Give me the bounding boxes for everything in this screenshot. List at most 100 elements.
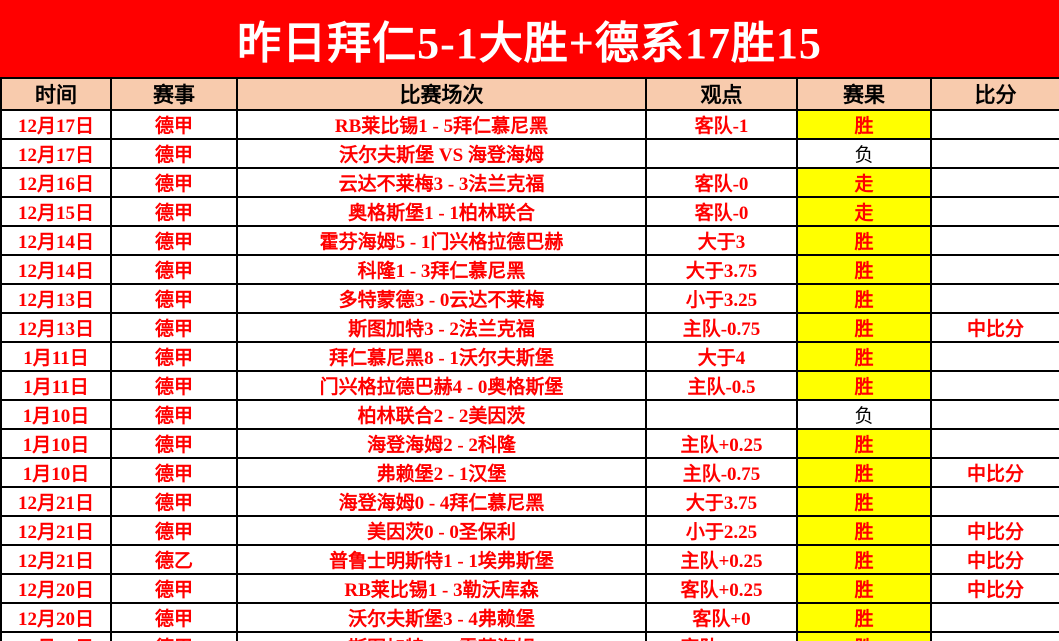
score-cell: 中比分 bbox=[930, 312, 1059, 343]
date-cell: 12月16日 bbox=[0, 167, 112, 198]
table-row: 12月14日 德甲 霍芬海姆5 - 1门兴格拉德巴赫 大于3 胜 bbox=[0, 225, 1059, 256]
table-row: 12月17日 德甲 RB莱比锡1 - 5拜仁慕尼黑 客队-1 胜 bbox=[0, 109, 1059, 140]
date-cell: 12月17日 bbox=[0, 138, 112, 169]
date-cell: 12月13日 bbox=[0, 283, 112, 314]
table-row: 1月10日 德甲 海登海姆2 - 2科隆 主队+0.25 胜 bbox=[0, 428, 1059, 459]
match-cell: 多特蒙德3 - 0云达不莱梅 bbox=[236, 283, 647, 314]
date-cell: 12月21日 bbox=[0, 515, 112, 546]
league-cell: 德甲 bbox=[110, 457, 238, 488]
date-cell: 12月15日 bbox=[0, 196, 112, 227]
table-row: 12月20日 德甲 沃尔夫斯堡3 - 4弗赖堡 客队+0 胜 bbox=[0, 602, 1059, 633]
league-cell: 德甲 bbox=[110, 486, 238, 517]
match-cell: RB莱比锡1 - 3勒沃库森 bbox=[236, 573, 647, 604]
score-cell bbox=[930, 109, 1059, 140]
view-cell: 大于3.75 bbox=[645, 254, 798, 285]
table-row: 12月21日 德甲 海登海姆0 - 4拜仁慕尼黑 大于3.75 胜 bbox=[0, 486, 1059, 517]
table-row: 12月16日 德甲 云达不莱梅3 - 3法兰克福 客队-0 走 bbox=[0, 167, 1059, 198]
result-cell: 走 bbox=[796, 167, 932, 198]
view-cell: 主队+0.25 bbox=[645, 428, 798, 459]
result-cell: 胜 bbox=[796, 283, 932, 314]
match-cell: 云达不莱梅3 - 3法兰克福 bbox=[236, 167, 647, 198]
view-cell: 主队-0.5 bbox=[645, 370, 798, 401]
view-cell: 主队+0.25 bbox=[645, 544, 798, 575]
view-cell: 客队-1 bbox=[645, 109, 798, 140]
match-cell: 奥格斯堡1 - 1柏林联合 bbox=[236, 196, 647, 227]
score-cell bbox=[930, 225, 1059, 256]
view-cell: 客队-0 bbox=[645, 167, 798, 198]
table-row: 12月21日 德乙 普鲁士明斯特1 - 1埃弗斯堡 主队+0.25 胜中比分 bbox=[0, 544, 1059, 575]
view-cell: 客队-0 bbox=[645, 196, 798, 227]
league-cell: 德乙 bbox=[110, 544, 238, 575]
date-cell: 12月17日 bbox=[0, 109, 112, 140]
date-cell: 1月10日 bbox=[0, 428, 112, 459]
league-cell: 德甲 bbox=[110, 399, 238, 430]
match-cell: 海登海姆2 - 2科隆 bbox=[236, 428, 647, 459]
match-cell: 拜仁慕尼黑8 - 1沃尔夫斯堡 bbox=[236, 341, 647, 372]
league-cell: 德甲 bbox=[110, 225, 238, 256]
result-cell: 胜 bbox=[796, 573, 932, 604]
league-cell: 德甲 bbox=[110, 254, 238, 285]
date-cell: 12月20日 bbox=[0, 631, 112, 641]
column-header-league: 赛事 bbox=[110, 77, 238, 111]
match-cell: 沃尔夫斯堡 VS 海登海姆 bbox=[236, 138, 647, 169]
result-cell: 胜 bbox=[796, 486, 932, 517]
view-cell bbox=[645, 138, 798, 169]
league-cell: 德甲 bbox=[110, 428, 238, 459]
match-cell: 沃尔夫斯堡3 - 4弗赖堡 bbox=[236, 602, 647, 633]
result-cell: 胜 bbox=[796, 428, 932, 459]
date-cell: 12月13日 bbox=[0, 312, 112, 343]
result-cell: 胜 bbox=[796, 370, 932, 401]
column-header-result: 赛果 bbox=[796, 77, 932, 111]
score-cell bbox=[930, 399, 1059, 430]
match-cell: 海登海姆0 - 4拜仁慕尼黑 bbox=[236, 486, 647, 517]
score-cell bbox=[930, 486, 1059, 517]
result-cell: 胜 bbox=[796, 602, 932, 633]
league-cell: 德甲 bbox=[110, 196, 238, 227]
score-cell bbox=[930, 254, 1059, 285]
table-row: 12月13日 德甲 多特蒙德3 - 0云达不莱梅 小于3.25 胜 bbox=[0, 283, 1059, 314]
match-cell: 弗赖堡2 - 1汉堡 bbox=[236, 457, 647, 488]
view-cell: 客队+0.25 bbox=[645, 573, 798, 604]
view-cell: 小于2.25 bbox=[645, 515, 798, 546]
match-cell: 美因茨0 - 0圣保利 bbox=[236, 515, 647, 546]
date-cell: 12月20日 bbox=[0, 602, 112, 633]
column-header-match: 比赛场次 bbox=[236, 77, 647, 111]
result-cell: 胜 bbox=[796, 631, 932, 641]
column-header-time: 时间 bbox=[0, 77, 112, 111]
table-row: 12月13日 德甲 斯图加特3 - 2法兰克福 主队-0.75 胜中比分 bbox=[0, 312, 1059, 343]
result-cell: 胜 bbox=[796, 109, 932, 140]
date-cell: 12月21日 bbox=[0, 544, 112, 575]
result-cell: 走 bbox=[796, 196, 932, 227]
score-cell bbox=[930, 602, 1059, 633]
date-cell: 12月20日 bbox=[0, 573, 112, 604]
date-cell: 12月14日 bbox=[0, 254, 112, 285]
league-cell: 德甲 bbox=[110, 631, 238, 641]
table-row: 12月20日德甲斯图加特0 - 0霍芬海姆客队+0.25胜 bbox=[0, 631, 1059, 641]
match-cell: RB莱比锡1 - 5拜仁慕尼黑 bbox=[236, 109, 647, 140]
result-cell: 胜 bbox=[796, 254, 932, 285]
table-row: 12月20日 德甲 RB莱比锡1 - 3勒沃库森 客队+0.25 胜中比分 bbox=[0, 573, 1059, 604]
column-header-score: 比分 bbox=[930, 77, 1059, 111]
result-cell: 胜 bbox=[796, 457, 932, 488]
date-cell: 1月11日 bbox=[0, 370, 112, 401]
score-cell: 中比分 bbox=[930, 457, 1059, 488]
table-row: 1月11日 德甲 门兴格拉德巴赫4 - 0奥格斯堡 主队-0.5 胜 bbox=[0, 370, 1059, 401]
date-cell: 1月10日 bbox=[0, 457, 112, 488]
result-cell: 胜 bbox=[796, 515, 932, 546]
league-cell: 德甲 bbox=[110, 138, 238, 169]
score-cell bbox=[930, 167, 1059, 198]
result-cell: 负 bbox=[796, 138, 932, 169]
league-cell: 德甲 bbox=[110, 283, 238, 314]
table-row: 12月14日 德甲 科隆1 - 3拜仁慕尼黑 大于3.75 胜 bbox=[0, 254, 1059, 285]
league-cell: 德甲 bbox=[110, 573, 238, 604]
date-cell: 12月14日 bbox=[0, 225, 112, 256]
match-cell: 门兴格拉德巴赫4 - 0奥格斯堡 bbox=[236, 370, 647, 401]
results-table: 时间 赛事 比赛场次 观点 赛果 比分 12月17日 德甲 RB莱比锡1 - 5拜仁慕尼黑 客队… bbox=[0, 77, 1059, 641]
banner-title: 昨日拜仁5-1大胜+德系17胜15 bbox=[237, 18, 822, 68]
score-cell: 中比分 bbox=[930, 573, 1059, 604]
view-cell: 小于3.25 bbox=[645, 283, 798, 314]
table-row: 12月21日 德甲 美因茨0 - 0圣保利 小于2.25 胜中比分 bbox=[0, 515, 1059, 546]
table-row: 12月17日 德甲 沃尔夫斯堡 VS 海登海姆 负 bbox=[0, 138, 1059, 169]
table-row: 12月15日 德甲 奥格斯堡1 - 1柏林联合 客队-0 走 bbox=[0, 196, 1059, 227]
score-cell bbox=[930, 138, 1059, 169]
